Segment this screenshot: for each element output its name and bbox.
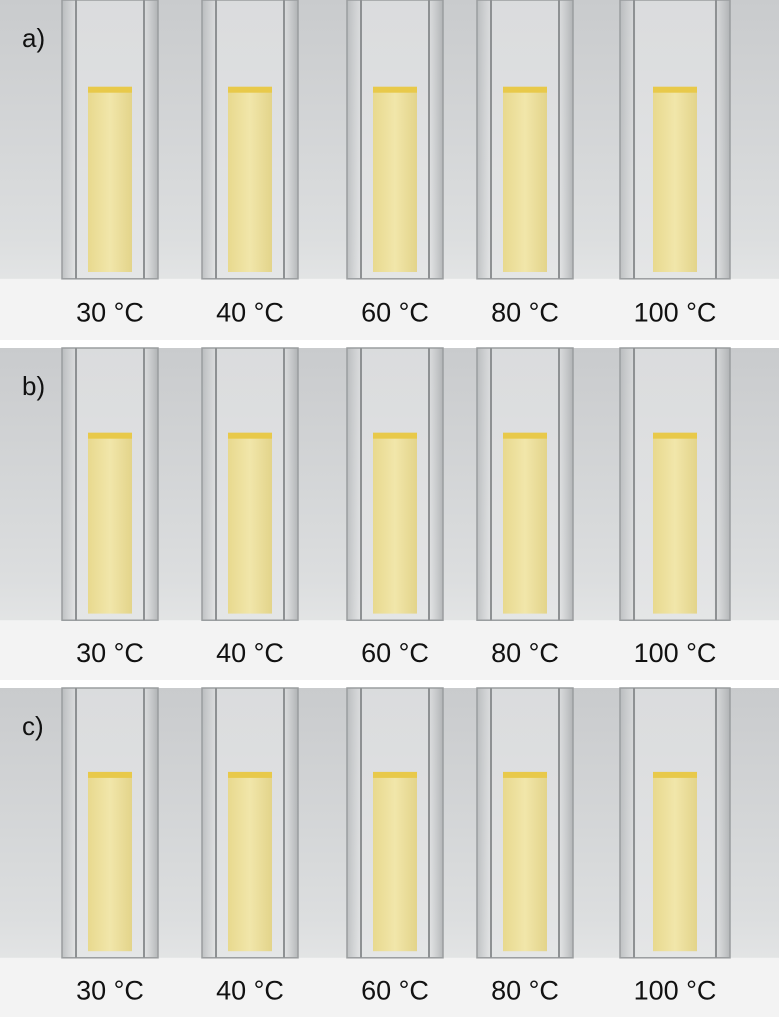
figure: 30 °C 40 °C 60 °C 80 °C 100 °C a) 30 °C 40 °C 60… — [0, 0, 779, 1017]
sample-label: 40 °C — [216, 638, 284, 668]
solution — [503, 88, 547, 272]
solution — [373, 434, 417, 613]
solution — [228, 88, 272, 272]
meniscus — [373, 87, 417, 93]
meniscus — [88, 433, 132, 439]
meniscus — [653, 87, 697, 93]
meniscus — [503, 772, 547, 778]
solution — [503, 774, 547, 952]
panel-label: b) — [22, 371, 45, 401]
sample-label: 80 °C — [491, 638, 559, 668]
sample-label: 100 °C — [634, 638, 717, 668]
solution — [503, 434, 547, 613]
sample-label: 80 °C — [491, 975, 559, 1005]
meniscus — [228, 87, 272, 93]
sample-label: 60 °C — [361, 638, 429, 668]
panel: 30 °C 40 °C 60 °C 80 °C 100 °C b) — [0, 348, 779, 680]
meniscus — [503, 87, 547, 93]
solution — [653, 434, 697, 613]
sample-label: 40 °C — [216, 975, 284, 1005]
solution — [653, 88, 697, 272]
sample-label: 80 °C — [491, 298, 559, 328]
sample-label: 100 °C — [634, 975, 717, 1005]
sample-label: 40 °C — [216, 298, 284, 328]
panel-label: a) — [22, 23, 45, 53]
sample-label: 30 °C — [76, 975, 144, 1005]
sample-label: 30 °C — [76, 298, 144, 328]
panel: 30 °C 40 °C 60 °C 80 °C 100 °C c) — [0, 688, 779, 1017]
meniscus — [503, 433, 547, 439]
meniscus — [228, 433, 272, 439]
solution — [88, 88, 132, 272]
meniscus — [653, 772, 697, 778]
sample-label: 30 °C — [76, 638, 144, 668]
panel-label: c) — [22, 711, 44, 741]
solution — [228, 434, 272, 613]
sample-label: 60 °C — [361, 975, 429, 1005]
meniscus — [88, 87, 132, 93]
sample-label: 60 °C — [361, 298, 429, 328]
meniscus — [88, 772, 132, 778]
meniscus — [653, 433, 697, 439]
solution — [228, 774, 272, 952]
solution — [88, 774, 132, 952]
meniscus — [373, 772, 417, 778]
solution — [653, 774, 697, 952]
meniscus — [228, 772, 272, 778]
meniscus — [373, 433, 417, 439]
panel: 30 °C 40 °C 60 °C 80 °C 100 °C a) — [0, 0, 779, 340]
solution — [88, 434, 132, 613]
sample-label: 100 °C — [634, 298, 717, 328]
solution — [373, 774, 417, 952]
solution — [373, 88, 417, 272]
